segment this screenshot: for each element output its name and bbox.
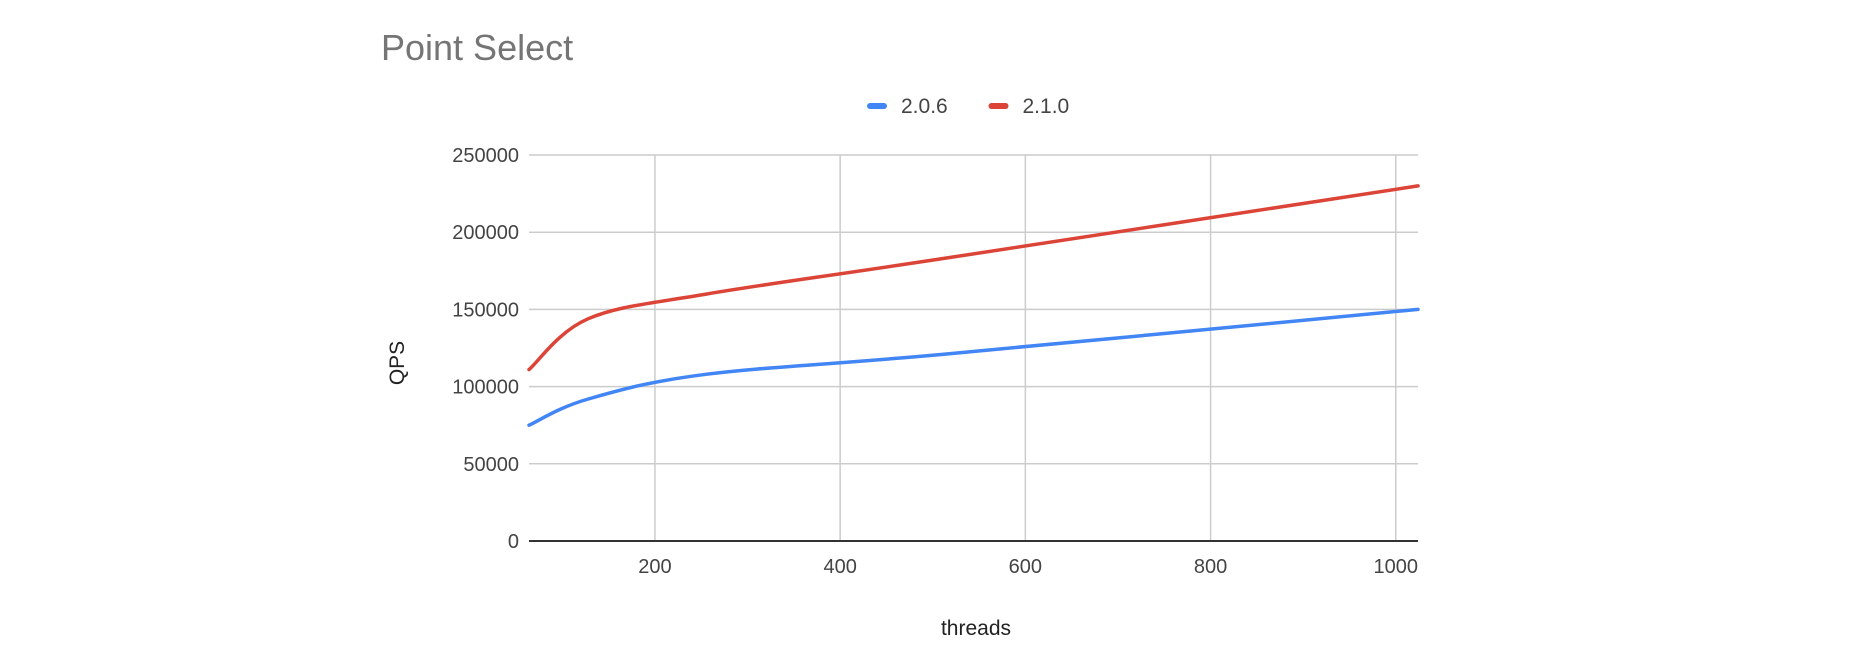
x-tick-label: 1000 — [1374, 556, 1419, 578]
legend-swatch — [867, 103, 887, 109]
chart-title: Point Select — [381, 27, 573, 68]
x-tick-label: 600 — [1009, 556, 1042, 578]
legend-item-2.1.0: 2.1.0 — [988, 95, 1070, 118]
y-tick-label: 0 — [508, 531, 519, 553]
y-axis-title: QPS — [386, 341, 409, 385]
legend-label: 2.0.6 — [901, 95, 948, 118]
legend-swatch — [988, 103, 1009, 109]
series-lines — [527, 184, 1420, 427]
legend-item-2.0.6: 2.0.6 — [867, 95, 948, 118]
y-tick-label: 200000 — [452, 222, 519, 244]
x-axis-ticks: 200 400 600 800 1000 — [638, 556, 1418, 578]
y-tick-label: 150000 — [452, 299, 519, 321]
grid — [529, 154, 1418, 542]
x-tick-label: 200 — [638, 556, 671, 578]
y-axis-ticks: 0 50000 100000 150000 200000 250000 — [452, 145, 519, 553]
legend-label: 2.1.0 — [1023, 95, 1070, 118]
y-tick-label: 100000 — [452, 377, 519, 399]
x-tick-label: 800 — [1194, 556, 1227, 578]
y-tick-label: 250000 — [452, 145, 519, 167]
y-tick-label: 50000 — [463, 454, 519, 476]
x-axis-title: threads — [941, 617, 1011, 640]
series-line-2.0.6 — [527, 307, 1420, 427]
legend: 2.0.6 2.1.0 — [867, 95, 1069, 118]
series-line-2.1.0 — [527, 184, 1420, 372]
x-tick-label: 400 — [823, 556, 856, 578]
